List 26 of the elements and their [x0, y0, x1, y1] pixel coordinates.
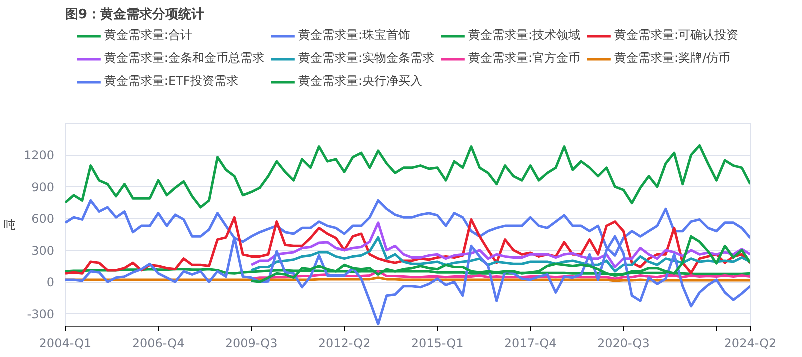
legend-label: 黄金需求量:奖牌/仿币	[614, 50, 731, 67]
x-tick-label: 2004-Q1	[39, 336, 92, 350]
y-tick-label: 900	[32, 180, 54, 194]
y-tick-label: 0	[46, 276, 55, 290]
x-tick-label: 2020-Q3	[597, 336, 650, 350]
y-tick-label: 300	[32, 244, 54, 258]
x-tick-label: 2024-Q2	[724, 336, 777, 350]
x-tick-label: 2017-Q4	[504, 336, 557, 350]
y-tick-label: 1200	[24, 148, 55, 163]
legend-label: 黄金需求量:金条和金币总需求	[104, 50, 264, 67]
legend-label: 黄金需求量:珠宝首饰	[298, 27, 410, 44]
x-tick-label: 2012-Q2	[318, 336, 371, 350]
x-tick-label: 2015-Q1	[411, 336, 464, 350]
y-tick-label: -300	[27, 307, 54, 322]
legend-label: 黄金需求量:技术领域	[468, 27, 581, 44]
x-tick-label: 2006-Q4	[132, 336, 185, 350]
legend-label: 黄金需求量:官方金币	[468, 50, 581, 67]
legend-label: 黄金需求量:实物金条需求	[298, 50, 434, 67]
chart-title: 图9：黄金需求分项统计	[66, 6, 205, 22]
legend-label: 黄金需求量:ETF投资需求	[104, 73, 238, 90]
x-tick-label: 2009-Q3	[225, 336, 278, 350]
legend-label: 黄金需求量:合计	[104, 27, 192, 44]
legend-label: 黄金需求量:可确认投资	[614, 27, 739, 44]
y-tick-label: 600	[32, 212, 54, 226]
legend-label: 黄金需求量:央行净买入	[298, 73, 422, 90]
y-axis-title: 吨	[4, 218, 16, 232]
